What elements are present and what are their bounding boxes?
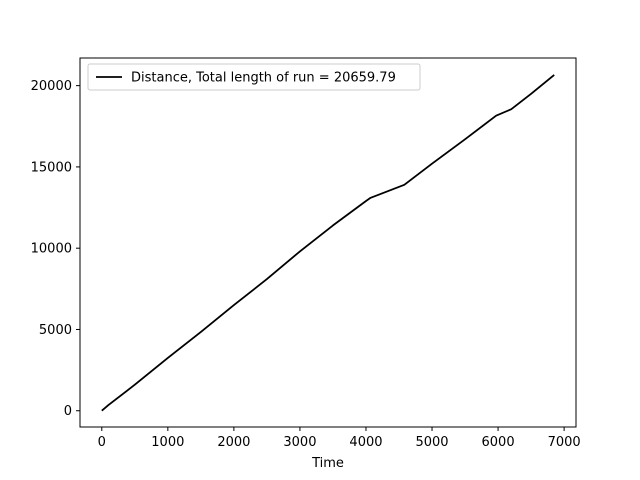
x-tick-label: 3000 xyxy=(283,435,316,450)
x-tick-label: 6000 xyxy=(482,435,515,450)
x-tick-label: 5000 xyxy=(415,435,448,450)
plot-area xyxy=(79,57,577,428)
x-tick-label: 7000 xyxy=(548,435,581,450)
axes-frame xyxy=(79,57,577,428)
legend-entry-label: Distance, Total length of run = 20659.79 xyxy=(131,71,396,86)
y-tick-label: 5000 xyxy=(39,323,72,338)
y-tick-label: 20000 xyxy=(31,79,72,94)
x-tick-label: 0 xyxy=(98,435,106,450)
y-tick-label: 15000 xyxy=(31,160,72,175)
legend-frame xyxy=(87,63,421,91)
x-axis-label: Time xyxy=(311,456,344,471)
axis-ticks: 0 1000 2000 3000 4000 5000 6000 7000 0 5000 10000 1… xyxy=(31,79,581,450)
y-tick-label: 0 xyxy=(64,404,72,419)
x-tick-label: 4000 xyxy=(349,435,382,450)
series-line-0 xyxy=(101,74,555,412)
x-tick-label: 2000 xyxy=(217,435,250,450)
x-tick-label: 1000 xyxy=(151,435,184,450)
y-tick-label: 10000 xyxy=(31,242,72,257)
legend: Distance, Total length of run = 20659.79 xyxy=(87,63,421,91)
